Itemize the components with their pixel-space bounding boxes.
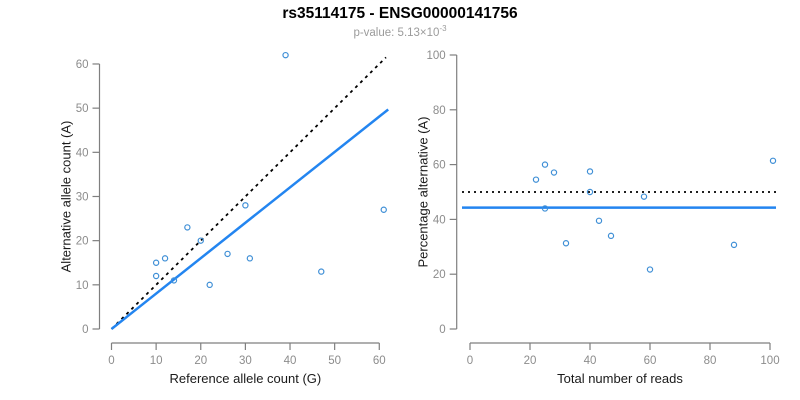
x-tick-label: 100 [760, 355, 779, 367]
y-tick-label: 20 [76, 236, 89, 248]
data-point [586, 188, 594, 196]
y-tick-label: 30 [76, 191, 89, 203]
data-point [550, 169, 558, 176]
y-tick-label: 100 [427, 50, 446, 62]
x-tick-label: 20 [524, 355, 537, 367]
data-point [184, 224, 191, 231]
y-tick-label: 40 [76, 147, 89, 159]
figure-title: rs35114175 - ENSG00000141756 [282, 5, 518, 22]
data-point [541, 161, 549, 168]
x-tick-label: 60 [373, 355, 386, 367]
data-point [380, 206, 387, 213]
x-axis-title: Reference allele count (G) [170, 371, 322, 386]
y-axis-title: Percentage alternative (A) [416, 116, 431, 267]
percentage-scatter: 0 20 40 60 80 100 0 20 40 60 80 100 Total number of … [416, 50, 780, 386]
x-tick-label: 50 [328, 355, 341, 367]
y-tick-label: 60 [433, 160, 446, 172]
y-tick-label: 40 [433, 214, 446, 226]
data-point [206, 281, 213, 289]
allele-count-scatter: 0 10 20 30 40 50 60 0 10 20 30 40 50 60 Reference alle… [59, 51, 389, 386]
x-tick-label: 20 [194, 355, 207, 367]
data-point [161, 255, 169, 262]
data-point [541, 205, 549, 212]
data-point [562, 240, 570, 247]
data-point [224, 250, 231, 258]
figure-subtitle: p-value: 5.13×10-3 [0, 24, 800, 39]
data-point [197, 237, 204, 244]
y-tick-label: 60 [76, 59, 89, 71]
x-tick-label: 60 [644, 355, 657, 367]
y-tick-label: 20 [433, 269, 446, 281]
x-tick-label: 10 [150, 355, 163, 367]
data-point [730, 241, 738, 249]
y-tick-label: 0 [82, 324, 88, 336]
data-point [170, 277, 178, 284]
data-point [586, 168, 594, 175]
data-point [595, 217, 603, 224]
identity-line [110, 56, 387, 330]
y-tick-label: 50 [76, 103, 89, 115]
y-axis-title: Alternative allele count (A) [59, 121, 74, 273]
data-point [152, 272, 160, 280]
y-tick-label: 0 [439, 324, 445, 336]
x-tick-label: 0 [467, 355, 473, 367]
x-tick-label: 0 [108, 355, 114, 367]
x-tick-label: 30 [239, 355, 252, 367]
x-tick-label: 40 [584, 355, 597, 367]
data-point [282, 51, 289, 59]
y-tick-label: 10 [76, 280, 89, 292]
x-axis-title: Total number of reads [557, 371, 683, 386]
data-point [532, 176, 540, 183]
data-point [242, 202, 249, 209]
fit-line [110, 108, 389, 330]
p-value-text: p-value: 5.13×10 [353, 26, 440, 39]
x-tick-label: 40 [284, 355, 297, 367]
data-point [640, 193, 648, 200]
x-tick-label: 80 [704, 355, 717, 367]
data-point [769, 157, 777, 164]
p-value-exponent: -3 [439, 24, 447, 33]
data-point [246, 255, 254, 262]
y-tick-label: 80 [433, 105, 446, 117]
data-point [607, 232, 615, 240]
data-point [646, 266, 654, 273]
data-point [152, 259, 160, 266]
data-point [318, 268, 325, 275]
